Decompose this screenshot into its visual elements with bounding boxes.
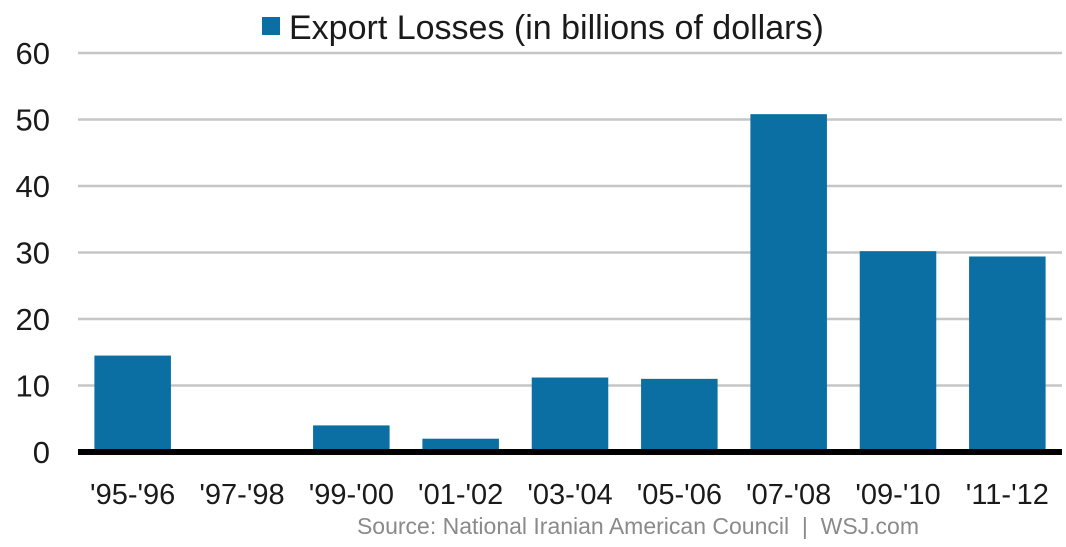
- y-tick-label: 20: [16, 302, 50, 337]
- x-tick-label: '09-'10: [855, 479, 940, 511]
- bar: [969, 256, 1046, 452]
- y-tick-label: 10: [16, 369, 50, 404]
- x-tick-label: '95-'96: [90, 479, 175, 511]
- x-tick-label: '11-'12: [966, 479, 1049, 511]
- y-axis-ticks: 0 10 20 30 40 50 60: [16, 36, 50, 470]
- bars: [94, 114, 1046, 453]
- bar: [641, 378, 718, 452]
- bar: [531, 377, 609, 452]
- x-axis-ticks: '95-'96 '97-'98 '99-'00 '01-'02 '03-'04 '05-'…: [90, 479, 1049, 511]
- y-tick-label: 60: [16, 36, 50, 71]
- y-tick-label: 40: [16, 169, 50, 204]
- bar: [750, 114, 827, 453]
- bar: [94, 355, 171, 452]
- y-tick-label: 30: [16, 236, 50, 271]
- source-note: Source: National Iranian American Counci…: [357, 513, 919, 539]
- y-tick-label: 0: [33, 435, 50, 470]
- legend-swatch: [262, 17, 280, 35]
- bar: [859, 251, 937, 452]
- y-tick-label: 50: [16, 103, 50, 138]
- legend-label: Export Losses (in billions of dollars): [289, 9, 824, 47]
- x-tick-label: '99-'00: [309, 479, 394, 511]
- bar: [422, 438, 499, 452]
- x-tick-label: '01-'02: [418, 479, 503, 511]
- legend: Export Losses (in billions of dollars): [262, 9, 824, 47]
- bar: [313, 425, 390, 452]
- x-tick-label: '03-'04: [527, 479, 612, 511]
- x-tick-label: '05-'06: [637, 479, 722, 511]
- x-tick-label: '07-'08: [746, 479, 831, 511]
- x-tick-label: '97-'98: [199, 479, 284, 511]
